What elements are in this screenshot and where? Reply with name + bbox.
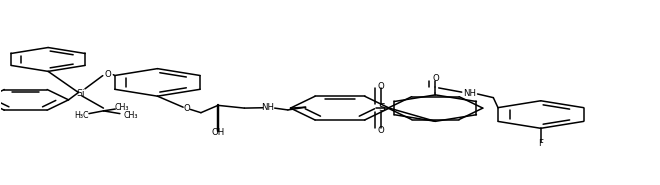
Text: O: O — [378, 126, 385, 135]
Text: NH: NH — [463, 89, 476, 97]
Text: OH: OH — [211, 128, 224, 137]
Text: O: O — [432, 74, 439, 83]
Text: F: F — [539, 139, 543, 148]
Text: Si: Si — [77, 89, 85, 98]
Text: H₃C: H₃C — [75, 111, 89, 120]
Text: O: O — [104, 70, 111, 79]
Text: CH₃: CH₃ — [115, 103, 129, 112]
Text: O: O — [378, 82, 385, 91]
Text: NH: NH — [261, 103, 275, 112]
Text: S: S — [378, 103, 385, 113]
Text: O: O — [183, 104, 190, 113]
Text: CH₃: CH₃ — [124, 111, 139, 120]
